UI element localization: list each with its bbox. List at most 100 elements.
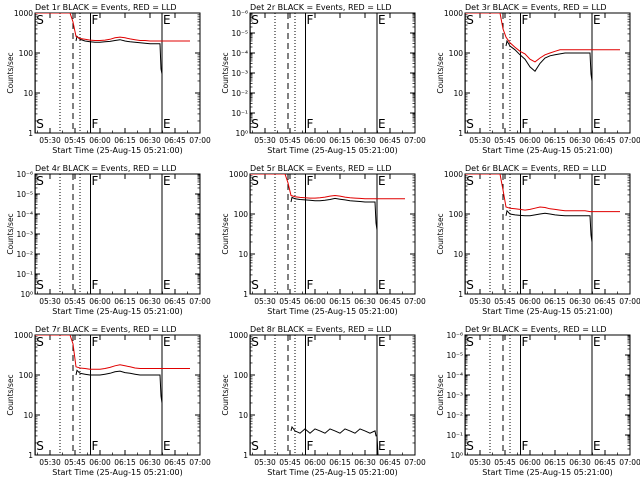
x-tick-label: 06:45 bbox=[164, 136, 186, 145]
x-tick-label: 06:00 bbox=[89, 458, 111, 467]
panel-title: Det 5r BLACK = Events, RED = LLD bbox=[250, 164, 392, 173]
x-axis-label: Start Time (25-Aug-15 05:21:00) bbox=[52, 307, 183, 316]
series-line-events bbox=[505, 39, 593, 82]
marker-label-e: E bbox=[163, 439, 171, 453]
panel-title: Det 6r BLACK = Events, RED = LLD bbox=[465, 164, 607, 173]
y-tick-label: 1000 bbox=[444, 9, 463, 18]
marker-label-top-f: F bbox=[307, 335, 314, 349]
panel-title: Det 2r BLACK = Events, RED = LLD bbox=[250, 3, 392, 12]
marker-label-top-f: F bbox=[92, 13, 99, 27]
x-axis-label: Start Time (25-Aug-15 05:21:00) bbox=[482, 307, 613, 316]
y-axis-label: Counts/sec bbox=[6, 52, 15, 93]
y-tick-label: 10 bbox=[23, 411, 33, 420]
x-tick-label: 06:45 bbox=[164, 297, 186, 306]
y-tick-label: 10⁻² bbox=[446, 411, 463, 420]
marker-label-top-s: S bbox=[251, 13, 259, 27]
marker-label-top-f: F bbox=[522, 335, 529, 349]
y-tick-label: 1 bbox=[243, 451, 248, 460]
series-line-lld bbox=[35, 13, 190, 42]
y-axis-label: Counts/sec bbox=[436, 52, 445, 93]
panel-3: Det 3r BLACK = Events, RED = LLD 1 10 100 10… bbox=[436, 3, 640, 155]
marker-label-top-e: E bbox=[378, 13, 386, 27]
x-axis-label: Start Time (25-Aug-15 05:21:00) bbox=[482, 146, 613, 155]
y-tick-label: 1 bbox=[28, 129, 33, 138]
marker-label-top-e: E bbox=[163, 335, 171, 349]
x-tick-label: 05:30 bbox=[39, 297, 61, 306]
x-tick-label: 05:45 bbox=[279, 458, 301, 467]
marker-label-e: E bbox=[593, 117, 601, 131]
marker-label-s: S bbox=[36, 117, 44, 131]
x-tick-label: 06:30 bbox=[354, 297, 376, 306]
y-axis-label: Counts/sec bbox=[6, 213, 15, 254]
x-tick-label: 05:45 bbox=[279, 136, 301, 145]
marker-label-s: S bbox=[466, 278, 474, 292]
x-tick-label: 07:00 bbox=[404, 136, 426, 145]
panel-8: Det 8r BLACK = Events, RED = LLD 1 10 100 10… bbox=[221, 325, 426, 477]
y-tick-label: 10 bbox=[238, 250, 248, 259]
y-axis-label: Counts/sec bbox=[221, 213, 230, 254]
x-tick-label: 05:30 bbox=[39, 136, 61, 145]
marker-label-top-s: S bbox=[36, 13, 44, 27]
x-tick-label: 06:00 bbox=[304, 297, 326, 306]
x-tick-label: 05:45 bbox=[279, 297, 301, 306]
marker-label-top-s: S bbox=[251, 335, 259, 349]
y-tick-label: 1000 bbox=[229, 170, 248, 179]
y-tick-label: 1000 bbox=[14, 9, 33, 18]
panel-title: Det 3r BLACK = Events, RED = LLD bbox=[465, 3, 607, 12]
x-tick-label: 06:45 bbox=[594, 136, 616, 145]
y-axis-label: Counts/sec bbox=[6, 374, 15, 415]
series-line-events bbox=[290, 196, 378, 230]
marker-label-f: F bbox=[307, 278, 314, 292]
marker-label-top-f: F bbox=[522, 13, 529, 27]
y-tick-label: 100 bbox=[234, 210, 249, 219]
marker-label-top-s: S bbox=[251, 174, 259, 188]
y-axis-label: Counts/sec bbox=[221, 374, 230, 415]
x-tick-label: 05:30 bbox=[469, 297, 491, 306]
x-axis-label: Start Time (25-Aug-15 05:21:00) bbox=[482, 468, 613, 477]
x-tick-label: 06:30 bbox=[569, 297, 591, 306]
x-tick-label: 06:00 bbox=[89, 136, 111, 145]
y-tick-label: 10⁻⁵ bbox=[16, 190, 33, 199]
y-tick-label: 1000 bbox=[444, 170, 463, 179]
x-axis-label: Start Time (25-Aug-15 05:21:00) bbox=[267, 146, 398, 155]
y-tick-label: 10⁻¹ bbox=[446, 431, 463, 440]
marker-label-top-e: E bbox=[593, 335, 601, 349]
series-line-events bbox=[75, 369, 163, 404]
y-tick-label: 10⁻⁶ bbox=[446, 331, 463, 340]
x-tick-label: 05:45 bbox=[494, 297, 516, 306]
x-tick-label: 07:00 bbox=[189, 136, 211, 145]
marker-label-s: S bbox=[36, 278, 44, 292]
y-tick-label: 1000 bbox=[229, 331, 248, 340]
x-tick-label: 06:30 bbox=[569, 458, 591, 467]
x-tick-label: 05:45 bbox=[64, 136, 86, 145]
y-tick-label: 10⁻⁴ bbox=[231, 49, 248, 58]
y-axis-label: Counts/sec bbox=[436, 374, 445, 415]
marker-label-top-f: F bbox=[307, 174, 314, 188]
x-tick-label: 07:00 bbox=[619, 297, 640, 306]
x-tick-label: 06:00 bbox=[519, 458, 541, 467]
x-tick-label: 06:15 bbox=[544, 136, 566, 145]
y-axis-label: Counts/sec bbox=[436, 213, 445, 254]
panel-9: Det 9r BLACK = Events, RED = LLD 10⁰ 10⁻¹ 1… bbox=[436, 325, 640, 477]
x-tick-label: 05:45 bbox=[494, 458, 516, 467]
x-tick-label: 06:15 bbox=[114, 297, 136, 306]
x-tick-label: 06:15 bbox=[329, 136, 351, 145]
marker-label-s: S bbox=[466, 439, 474, 453]
marker-label-top-s: S bbox=[36, 174, 44, 188]
x-axis-label: Start Time (25-Aug-15 05:21:00) bbox=[52, 146, 183, 155]
x-tick-label: 06:45 bbox=[594, 297, 616, 306]
y-tick-label: 10 bbox=[23, 89, 33, 98]
y-tick-label: 1 bbox=[458, 129, 463, 138]
marker-label-f: F bbox=[522, 278, 529, 292]
x-tick-label: 06:15 bbox=[329, 297, 351, 306]
x-tick-label: 06:45 bbox=[379, 297, 401, 306]
x-tick-label: 05:45 bbox=[494, 136, 516, 145]
series-line-lld bbox=[35, 335, 190, 370]
y-tick-label: 100 bbox=[19, 371, 34, 380]
x-tick-label: 06:15 bbox=[114, 136, 136, 145]
series-line-events bbox=[505, 209, 593, 243]
x-tick-label: 06:30 bbox=[139, 458, 161, 467]
y-tick-label: 100 bbox=[449, 49, 464, 58]
marker-label-top-e: E bbox=[593, 13, 601, 27]
x-tick-label: 06:00 bbox=[519, 136, 541, 145]
